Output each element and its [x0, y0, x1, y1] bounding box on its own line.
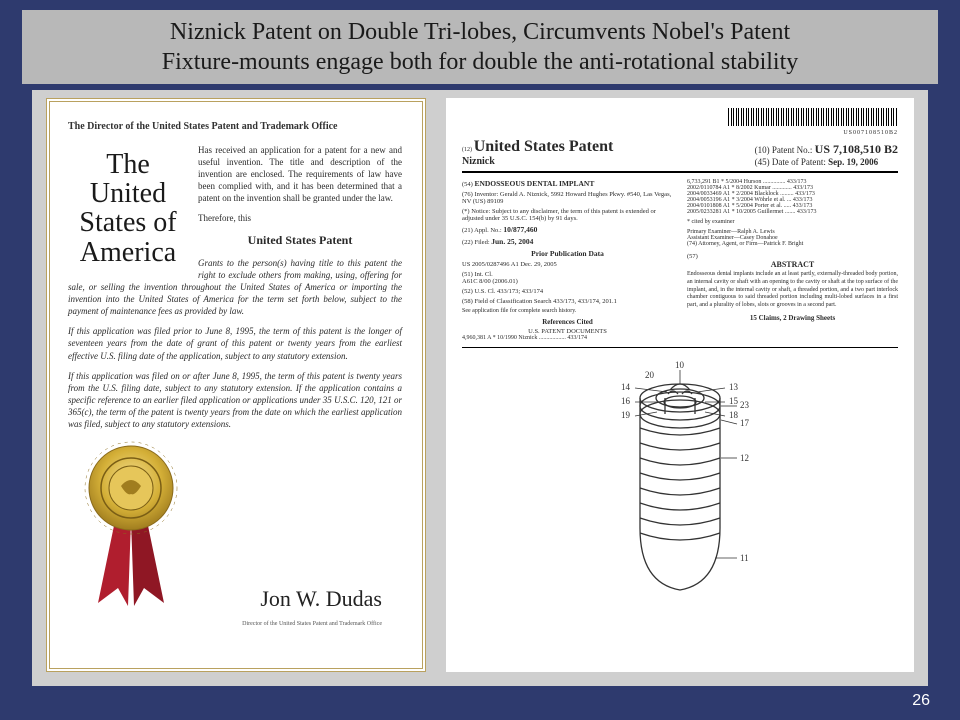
- page-number: 26: [912, 692, 930, 710]
- patent-header-row: (12) United States Patent Niznick (10) P…: [462, 138, 898, 173]
- ref-left: 4,960,381 A * 10/1990 Niznick ..........…: [462, 335, 673, 341]
- dlabel-23: 23: [740, 400, 750, 410]
- dlabel-18: 18: [729, 410, 739, 420]
- patent-drawing: 10 13 15 18 14 16 19 23 17 12 11 20: [462, 358, 898, 598]
- dlabel-10: 10: [675, 360, 685, 370]
- dlabel-12: 12: [740, 453, 749, 463]
- patent-biblio-columns: (54) ENDOSSEOUS DENTAL IMPLANT (76) Inve…: [462, 179, 898, 348]
- code-76: (76) Inventor:: [462, 191, 498, 198]
- gold-seal: [76, 438, 186, 608]
- dlabel-15: 15: [729, 396, 739, 406]
- patent-date: Sep. 19, 2006: [828, 157, 878, 167]
- code-51: (51) Int. Cl.: [462, 271, 493, 278]
- patent-barcode: US007108510B2: [462, 108, 898, 136]
- barcode-lines: [728, 108, 898, 126]
- slide-title-text: Niznick Patent on Double Tri-lobes, Circ…: [162, 17, 799, 77]
- dlabel-20: 20: [645, 370, 655, 380]
- abstract-title: ABSTRACT: [687, 260, 898, 269]
- us-patent-title: United States Patent: [474, 138, 614, 155]
- certificate-header: The Director of the United States Patent…: [68, 120, 402, 134]
- content-area: The Director of the United States Patent…: [32, 90, 928, 686]
- attorney: (74) Attorney, Agent, or Firm—Patrick F.…: [687, 241, 898, 247]
- abstract-text: Endosseous dental implants include an at…: [687, 271, 898, 310]
- barcode-id: US007108510B2: [843, 130, 898, 136]
- fos: 433/173, 433/174, 201.1: [553, 298, 617, 305]
- prior-pub-title: Prior Publication Data: [531, 249, 604, 258]
- dlabel-16: 16: [621, 396, 631, 406]
- patent-date-label: (45) Date of Patent:: [755, 157, 826, 167]
- patent-document-panel: US007108510B2 (12) United States Patent …: [446, 98, 914, 672]
- certificate-term-para-2: If this application was filed on or afte…: [68, 370, 402, 431]
- signature-caption: Director of the United States Patent and…: [242, 620, 382, 628]
- filed-date: Jun. 25, 2004: [491, 237, 533, 246]
- director-signature: Jon W. Dudas: [260, 584, 382, 614]
- dlabel-19: 19: [621, 410, 631, 420]
- certificate-script-title: The United States of America: [68, 150, 188, 268]
- code-21: (21) Appl. No.:: [462, 227, 502, 234]
- patent-right-column: 6,733,291 B1 * 5/2004 Hurson ...........…: [687, 179, 898, 341]
- dlabel-11: 11: [740, 553, 749, 563]
- code-54: (54): [462, 181, 473, 188]
- intcl: A61C 8/00 (2006.01): [462, 278, 518, 285]
- patent-no-label: (10) Patent No.:: [755, 145, 813, 155]
- patent-header-left: (12) United States Patent Niznick: [462, 138, 613, 167]
- fos-note: See application file for complete search…: [462, 308, 673, 314]
- prior-pub: US 2005/0287496 A1 Dec. 29, 2005: [462, 261, 673, 268]
- ref-r5: 2005/0233281 A1 * 10/2005 Guillermet ...…: [687, 209, 898, 215]
- dlabel-13: 13: [729, 382, 739, 392]
- notice-text: Subject to any disclaimer, the term of t…: [462, 208, 656, 222]
- code-57: (57): [687, 253, 698, 260]
- code-22: (22) Filed:: [462, 239, 490, 246]
- code-58: (58) Field of Classification Search: [462, 298, 552, 305]
- dlabel-17: 17: [740, 418, 750, 428]
- title-line-2: Fixture-mounts engage both for double th…: [162, 49, 799, 75]
- title-line-1: Niznick Patent on Double Tri-lobes, Circ…: [170, 19, 790, 45]
- code-12: (12): [462, 147, 472, 153]
- certificate-term-para-1: If this application was filed prior to J…: [68, 325, 402, 361]
- notice-label: (*) Notice:: [462, 208, 490, 215]
- claims-line: 15 Claims, 2 Drawing Sheets: [687, 314, 898, 322]
- patent-number: US 7,108,510 B2: [815, 142, 898, 156]
- refs-title: References Cited: [462, 318, 673, 326]
- refs-sub: U.S. PATENT DOCUMENTS: [462, 328, 673, 335]
- slide-title-bar: Niznick Patent on Double Tri-lobes, Circ…: [22, 10, 938, 84]
- dlabel-14: 14: [621, 382, 631, 392]
- cited-note: * cited by examiner: [687, 219, 898, 225]
- uscl: 433/173; 433/174: [497, 288, 543, 295]
- code-52: (52) U.S. Cl.: [462, 288, 495, 295]
- inventor-surname: Niznick: [462, 156, 495, 167]
- patent-header-right: (10) Patent No.: US 7,108,510 B2 (45) Da…: [755, 142, 898, 167]
- patent-certificate-panel: The Director of the United States Patent…: [46, 98, 426, 672]
- appl-no: 10/877,460: [503, 225, 537, 234]
- invention-title: ENDOSSEOUS DENTAL IMPLANT: [474, 179, 594, 188]
- patent-left-column: (54) ENDOSSEOUS DENTAL IMPLANT (76) Inve…: [462, 179, 673, 341]
